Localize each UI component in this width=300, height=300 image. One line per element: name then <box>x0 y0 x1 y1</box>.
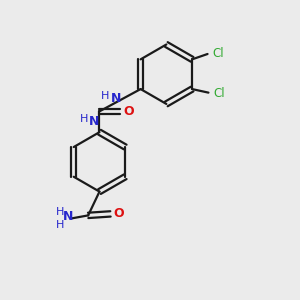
Text: O: O <box>113 207 124 220</box>
Text: O: O <box>123 105 134 118</box>
Text: H: H <box>56 220 65 230</box>
Text: H: H <box>80 114 88 124</box>
Text: N: N <box>110 92 121 105</box>
Text: Cl: Cl <box>213 87 225 100</box>
Text: H: H <box>100 91 109 101</box>
Text: N: N <box>89 115 99 128</box>
Text: H: H <box>56 207 65 217</box>
Text: N: N <box>63 210 74 224</box>
Text: Cl: Cl <box>212 47 224 60</box>
